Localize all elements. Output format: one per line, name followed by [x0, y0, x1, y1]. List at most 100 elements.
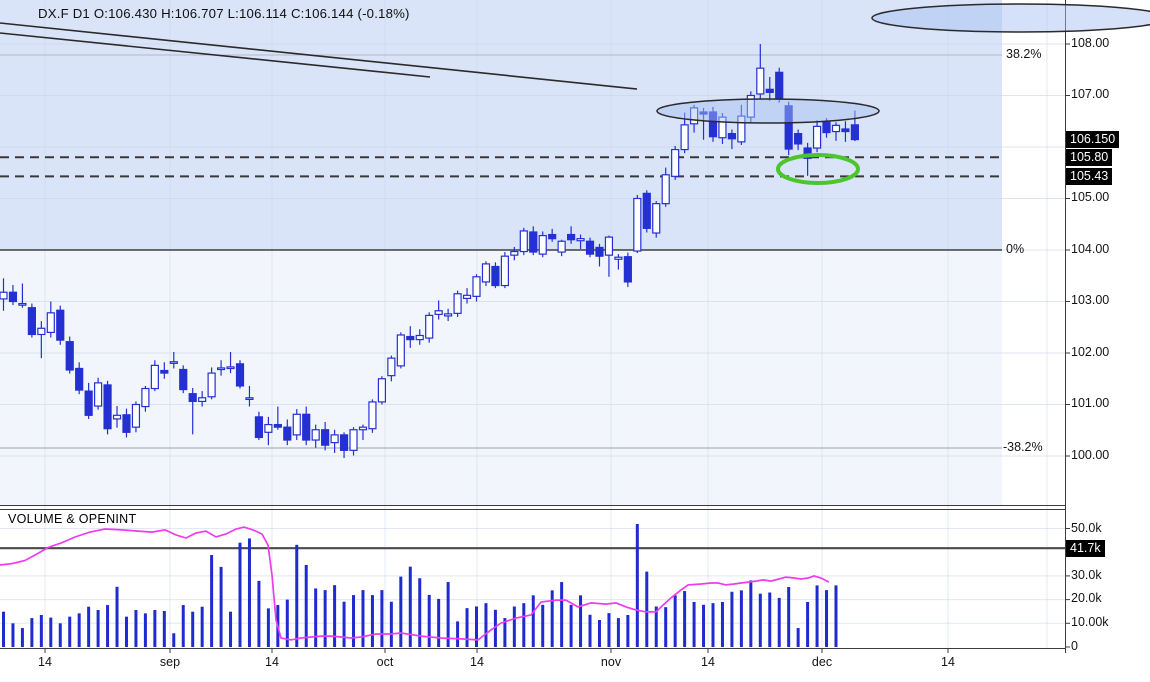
- candle-body: [784, 105, 793, 150]
- volume-bar: [683, 591, 687, 647]
- volume-bar: [238, 542, 242, 647]
- top-right-ellipse[interactable]: [871, 3, 1150, 33]
- candle-body: [311, 429, 320, 441]
- candle-body: [56, 309, 65, 341]
- volume-bar: [2, 611, 5, 647]
- candle-body: [831, 124, 841, 133]
- candle-body: [633, 197, 642, 252]
- volume-tick-label: 50.0k: [1071, 521, 1102, 535]
- candle-body: [595, 246, 604, 257]
- candle-body: [604, 236, 614, 256]
- candle-body: [822, 121, 831, 134]
- volume-bar: [266, 608, 270, 647]
- volume-bar: [484, 603, 488, 647]
- volume-bar: [796, 628, 800, 647]
- candle-body: [18, 302, 27, 306]
- volume-bar: [333, 585, 337, 647]
- volume-bar: [418, 578, 422, 647]
- volume-bar: [531, 595, 535, 647]
- trendline[interactable]: [0, 22, 638, 90]
- volume-bar: [739, 590, 743, 647]
- fib-label-neg382: -38.2%: [1003, 440, 1043, 454]
- candle-body: [93, 382, 103, 407]
- volume-bar: [115, 586, 119, 647]
- time-tick-label: 14: [38, 655, 52, 669]
- candle-body: [254, 416, 264, 439]
- price-tick-label: 100.00: [1071, 448, 1110, 462]
- candle-body: [37, 327, 46, 336]
- candle-body: [453, 293, 462, 314]
- candle-body: [245, 397, 254, 401]
- volume-bar: [399, 576, 403, 647]
- candle-body: [737, 115, 746, 143]
- volume-bar: [645, 571, 649, 647]
- volume-bar: [635, 523, 639, 647]
- candle-body: [112, 414, 122, 420]
- volume-bar: [692, 601, 696, 647]
- candle-body: [538, 234, 547, 255]
- fibonacci-layer[interactable]: [0, 54, 1002, 449]
- level-badge-10543: 105.43: [1066, 168, 1113, 185]
- volume-bar: [285, 599, 289, 647]
- axes-layer[interactable]: [0, 0, 1070, 653]
- candle-body: [850, 124, 860, 141]
- fib-label-0: 0%: [1006, 242, 1025, 256]
- candle-body: [46, 312, 55, 333]
- candle-body: [131, 403, 141, 428]
- candle-body: [207, 372, 216, 398]
- volume-tick-label: 10.00k: [1071, 615, 1109, 629]
- volume-bar: [210, 555, 214, 647]
- candle-body: [510, 250, 519, 256]
- candle-body: [491, 265, 500, 287]
- candle-body: [0, 291, 8, 300]
- candle-body: [273, 423, 282, 428]
- candle-body: [141, 387, 150, 408]
- volume-bar: [191, 611, 195, 647]
- volume-bar: [711, 603, 715, 647]
- distribution-ellipse[interactable]: [656, 98, 880, 124]
- candle-body: [188, 393, 197, 403]
- time-tick-label: oct: [376, 655, 394, 669]
- volume-bar: [616, 618, 620, 647]
- candle-body: [812, 125, 822, 149]
- volume-bar: [834, 585, 838, 647]
- volume-bar: [777, 597, 781, 647]
- candle-body: [481, 263, 491, 283]
- candle-body: [652, 203, 661, 234]
- volume-bar: [39, 615, 43, 647]
- green-circle[interactable]: [776, 153, 860, 185]
- volume-bar: [68, 616, 72, 647]
- trendline[interactable]: [0, 32, 431, 78]
- candle-body: [8, 291, 18, 303]
- candle-body: [623, 256, 632, 283]
- level-badge-10580: 105.80: [1066, 149, 1113, 166]
- volume-bar: [730, 591, 734, 647]
- volume-bar: [456, 621, 460, 647]
- volume-bar: [134, 610, 138, 647]
- volume-bar: [579, 595, 583, 647]
- candle-body: [765, 88, 774, 94]
- volume-bar: [96, 610, 100, 647]
- volume-bar: [541, 604, 545, 647]
- candle-body: [415, 334, 424, 341]
- candle-body: [708, 111, 718, 138]
- volume-bar: [352, 595, 356, 647]
- volume-bar: [314, 588, 318, 647]
- volume-bar: [749, 580, 753, 647]
- candle-body: [368, 401, 377, 430]
- open-interest-polyline: [0, 526, 830, 641]
- support-levels[interactable]: [0, 156, 1002, 178]
- candle-body: [727, 133, 737, 140]
- candle-body: [396, 334, 405, 367]
- volume-bar: [87, 606, 91, 647]
- time-tick-label: 14: [941, 655, 955, 669]
- candle-body: [349, 429, 358, 451]
- volume-bar: [370, 595, 374, 647]
- volume-tick-label: 0: [1071, 639, 1078, 653]
- annotations-layer[interactable]: [0, 3, 1150, 185]
- volume-bar: [475, 606, 478, 647]
- candle-body: [84, 390, 93, 416]
- candle-body: [548, 233, 557, 240]
- time-tick-label: 14: [701, 655, 715, 669]
